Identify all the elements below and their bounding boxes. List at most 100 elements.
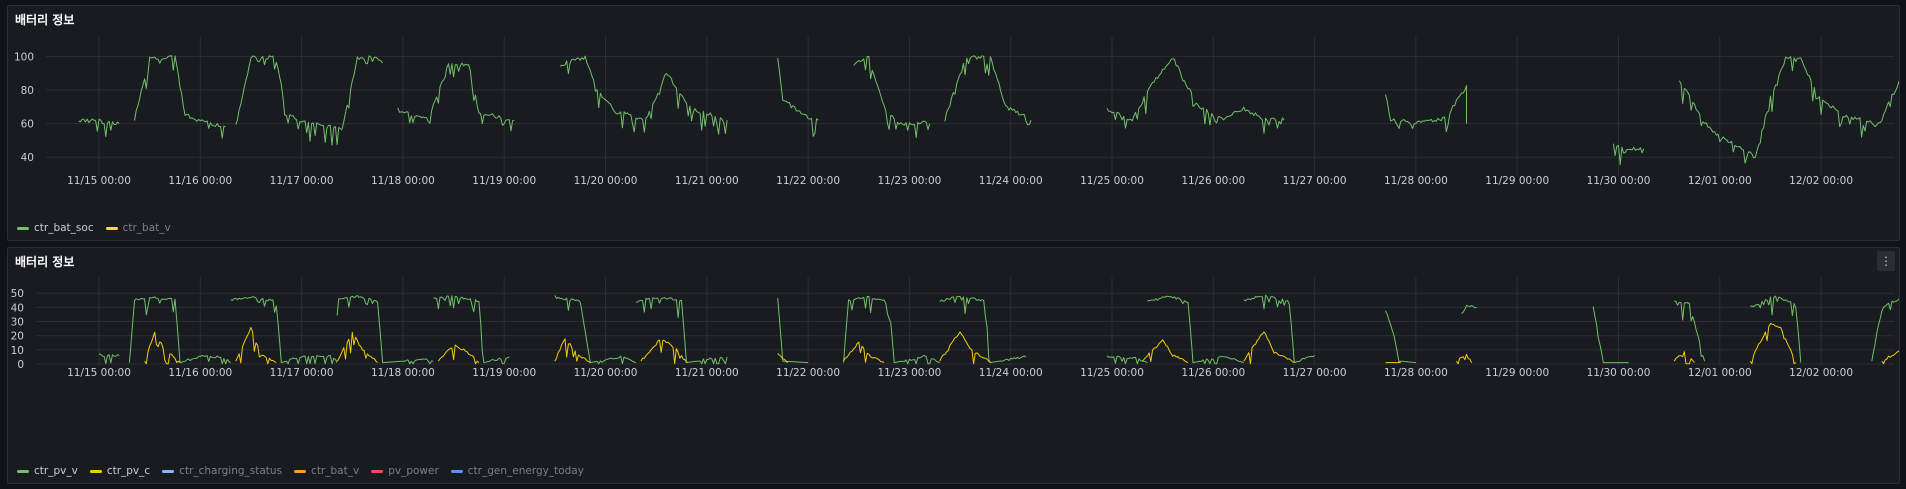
series-line-ctr-pv-c[interactable] — [640, 339, 687, 365]
x-tick-label: 11/21 00:00 — [675, 367, 739, 379]
y-tick-label: 20 — [11, 331, 24, 343]
series-line-ctr-pv-v[interactable] — [1461, 304, 1477, 314]
y-tick-label: 30 — [11, 317, 24, 329]
series-line-ctr-pv-v[interactable] — [939, 295, 1027, 364]
series-line-ctr-pv-v[interactable] — [433, 295, 510, 365]
series-line-ctr-pv-v[interactable] — [1674, 300, 1706, 362]
legend-item-ctr-bat-soc[interactable]: ctr_bat_soc — [17, 222, 94, 234]
series-line-ctr-pv-v[interactable] — [98, 353, 120, 365]
series-line-ctr-pv-c[interactable] — [336, 331, 378, 363]
series-line-ctr-pv-c[interactable] — [235, 327, 277, 365]
x-tick-label: 11/30 00:00 — [1587, 367, 1651, 379]
x-tick-label: 11/19 00:00 — [472, 175, 536, 187]
series-line-ctr-bat-soc[interactable] — [235, 55, 343, 146]
series-line-ctr-pv-v[interactable] — [1106, 355, 1148, 365]
series-line-ctr-bat-soc[interactable] — [134, 55, 226, 139]
y-tick-label: 0 — [17, 359, 24, 371]
x-tick-label: 11/16 00:00 — [168, 367, 232, 379]
series-line-ctr-pv-v[interactable] — [554, 295, 637, 365]
series-line-ctr-bat-soc[interactable] — [78, 118, 120, 138]
panel-title: 배터리 정보 — [15, 255, 75, 269]
series-line-ctr-bat-soc[interactable] — [944, 55, 1032, 126]
x-tick-label: 11/28 00:00 — [1384, 367, 1448, 379]
series-line-ctr-pv-v[interactable] — [777, 297, 809, 364]
series-line-ctr-bat-soc[interactable] — [1678, 56, 1899, 164]
series-line-ctr-pv-v[interactable] — [1147, 295, 1244, 365]
legend-label: ctr_charging_status — [179, 465, 283, 477]
series-line-ctr-pv-v[interactable] — [1592, 306, 1629, 364]
x-tick-label: 11/28 00:00 — [1384, 175, 1448, 187]
series-line-ctr-pv-v[interactable] — [1871, 297, 1899, 362]
series-line-ctr-bat-soc[interactable] — [777, 58, 819, 137]
series-line-ctr-pv-v[interactable] — [1385, 310, 1416, 364]
x-tick-label: 11/29 00:00 — [1485, 175, 1549, 187]
legend-label: pv_power — [388, 465, 439, 477]
series-line-ctr-pv-c[interactable] — [939, 331, 991, 365]
legend-item-ctr-charging-status[interactable]: ctr_charging_status — [162, 465, 282, 477]
series-line-ctr-pv-c[interactable] — [144, 331, 181, 365]
x-tick-label: 11/24 00:00 — [979, 367, 1043, 379]
legend-label: ctr_bat_v — [311, 465, 360, 477]
series-line-ctr-pv-c[interactable] — [554, 338, 591, 364]
x-tick-label: 11/27 00:00 — [1283, 367, 1347, 379]
series-line-ctr-pv-c[interactable] — [1142, 339, 1189, 364]
pv-chart[interactable]: 0 10 20 30 40 50 11/15 00:00 11/16 00:00 11/17 0… — [8, 248, 1899, 485]
legend-swatch — [105, 226, 118, 230]
x-tick-label: 11/19 00:00 — [472, 367, 536, 379]
y-tick-label: 40 — [21, 152, 34, 164]
series-line-ctr-pv-v[interactable] — [843, 295, 940, 365]
series-line-ctr-bat-soc[interactable] — [853, 56, 931, 139]
x-tick-label: 12/01 00:00 — [1688, 175, 1752, 187]
y-tick-label: 50 — [11, 288, 24, 300]
series-line-ctr-bat-soc[interactable] — [1612, 143, 1645, 166]
legend-item-ctr-pv-c[interactable]: ctr_pv_c — [89, 465, 151, 477]
x-tick-label: 11/17 00:00 — [270, 367, 334, 379]
series-line-ctr-pv-v[interactable] — [635, 297, 728, 365]
series-line-ctr-bat-soc[interactable] — [1106, 58, 1285, 134]
x-tick-label: 12/02 00:00 — [1789, 175, 1853, 187]
x-tick-label: 11/17 00:00 — [270, 175, 334, 187]
series-line-ctr-pv-c[interactable] — [1749, 323, 1797, 365]
legend-item-ctr-bat-v[interactable]: ctr_bat_v — [294, 465, 359, 477]
series-line-ctr-pv-v[interactable] — [1750, 295, 1802, 363]
series-line-ctr-pv-v[interactable] — [1243, 294, 1315, 364]
x-tick-label: 11/18 00:00 — [371, 367, 435, 379]
series-line-ctr-pv-v[interactable] — [128, 296, 231, 365]
x-tick-label: 11/27 00:00 — [1283, 175, 1347, 187]
legend-label: ctr_gen_energy_today — [467, 465, 584, 477]
legend-item-ctr-gen-energy-today[interactable]: ctr_gen_energy_today — [450, 465, 584, 477]
series-line-ctr-pv-c[interactable] — [437, 344, 480, 365]
x-tick-label: 11/25 00:00 — [1080, 367, 1144, 379]
x-tick-label: 11/20 00:00 — [574, 367, 638, 379]
battery-soc-chart[interactable]: 40 60 80 100 11/15 00:00 11/16 00:00 11/17 00:… — [8, 6, 1899, 242]
x-tick-label: 11/15 00:00 — [67, 175, 131, 187]
legend-item-pv-power[interactable]: pv_power — [371, 465, 439, 477]
legend-swatch — [371, 469, 384, 473]
series-line-ctr-pv-c[interactable] — [843, 341, 885, 364]
chart-legend: ctr_pv_v ctr_pv_c ctr_charging_status ct… — [17, 465, 584, 477]
y-tick-label: 100 — [14, 51, 34, 63]
series-line-ctr-pv-c[interactable] — [1455, 353, 1473, 365]
series-line-ctr-pv-c[interactable] — [1881, 350, 1899, 365]
x-tick-label: 11/23 00:00 — [877, 367, 941, 379]
series-line-ctr-bat-soc[interactable] — [559, 55, 728, 135]
legend-swatch — [450, 469, 463, 473]
series-line-ctr-pv-c[interactable] — [1243, 331, 1295, 365]
x-tick-label: 11/26 00:00 — [1181, 367, 1245, 379]
x-tick-label: 11/22 00:00 — [776, 367, 840, 379]
series-line-ctr-bat-soc[interactable] — [341, 55, 384, 130]
series-line-ctr-pv-c[interactable] — [1673, 351, 1695, 365]
series-line-ctr-bat-soc[interactable] — [397, 62, 515, 132]
legend-label: ctr_pv_c — [106, 465, 151, 477]
battery-soc-panel: 배터리 정보 40 60 80 100 11/15 00:00 11/16 00:00 11… — [7, 5, 1900, 241]
series-line-ctr-pv-v[interactable] — [336, 294, 434, 365]
legend-swatch — [89, 469, 102, 473]
series-line-ctr-bat-soc[interactable] — [1385, 85, 1467, 133]
legend-label: ctr_pv_v — [34, 465, 78, 477]
legend-swatch — [17, 226, 29, 230]
legend-item-ctr-pv-v[interactable]: ctr_pv_v — [17, 465, 78, 477]
series-line-ctr-pv-v[interactable] — [230, 296, 338, 365]
legend-item-ctr-bat-v[interactable]: ctr_bat_v — [105, 222, 171, 234]
panel-menu-icon[interactable]: ⋮ — [1877, 251, 1895, 271]
series-line-ctr-pv-c[interactable] — [777, 353, 789, 363]
